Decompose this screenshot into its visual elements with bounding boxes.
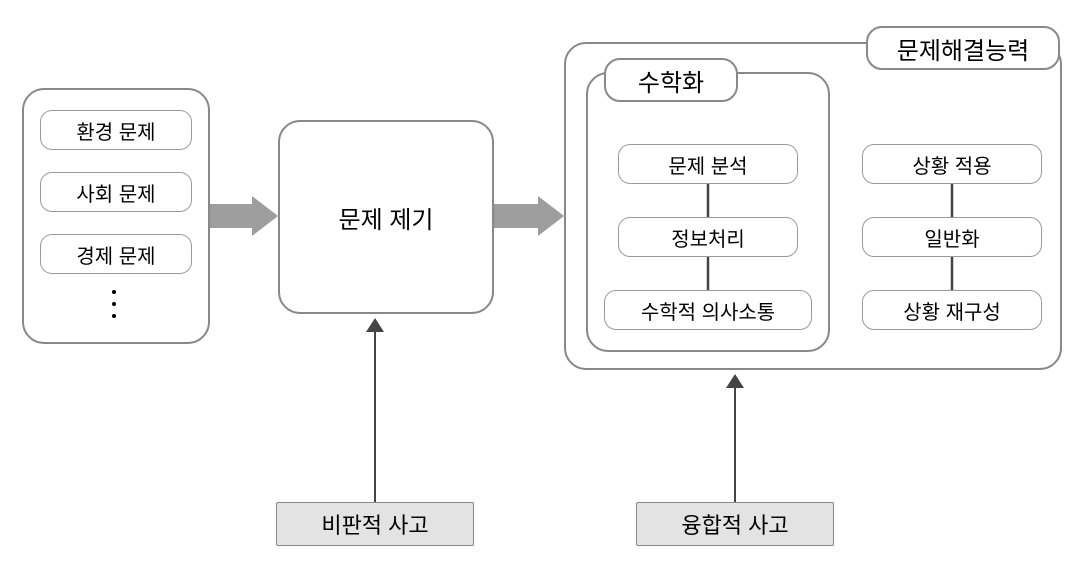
connector-layer (0, 0, 1076, 563)
inner-box-title-tab: 수학화 (604, 58, 738, 102)
outer-box-title-tab: 문제해결능력 (866, 26, 1060, 70)
inner-box-title: 수학화 (638, 63, 704, 98)
outer-box-title: 문제해결능력 (897, 31, 1029, 66)
